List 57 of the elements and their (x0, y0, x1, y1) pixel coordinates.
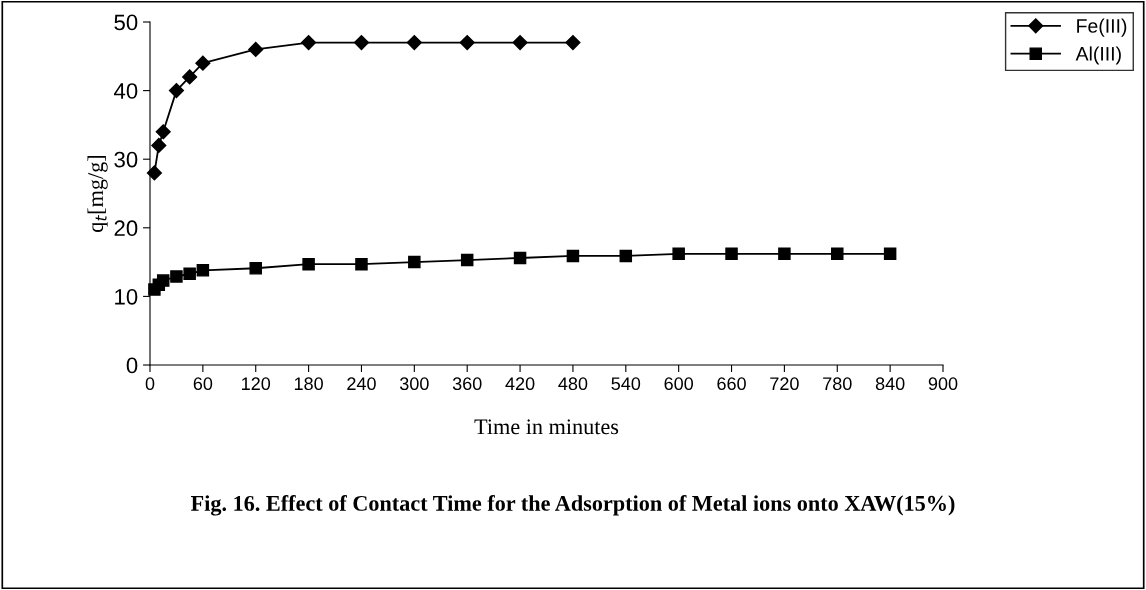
y-tick-label: 20 (114, 220, 138, 237)
point (170, 270, 183, 283)
x-tick-label: 660 (717, 377, 746, 391)
point (513, 251, 527, 265)
x-tick-label: 540 (611, 377, 641, 391)
x-tick-label: 480 (558, 377, 588, 391)
x-tick-label: 180 (294, 377, 323, 391)
x-tick-label: 720 (770, 377, 799, 391)
point (512, 35, 528, 51)
y-tick-label: 0 (126, 357, 138, 374)
text: Fig. 16. Effect of Contact Time for the Adsorption of Metal ions onto XAW(15%) (190, 495, 955, 516)
x-tick-label: 600 (664, 377, 694, 391)
point (355, 257, 368, 271)
point (725, 247, 738, 261)
point (248, 41, 264, 58)
point (249, 262, 262, 275)
point (168, 83, 185, 99)
point (301, 35, 317, 51)
x-tick-label: 120 (242, 377, 271, 391)
y-tick-label: 50 (114, 14, 138, 31)
point (778, 247, 791, 261)
point (155, 124, 171, 140)
point (408, 255, 421, 269)
legend-label: Al(III) (1075, 46, 1121, 65)
point (566, 249, 580, 263)
point (460, 253, 474, 267)
point (151, 137, 167, 154)
y-tick-label: 40 (113, 83, 138, 99)
point (672, 247, 685, 261)
x-axis-title: Time in minutes (474, 419, 619, 435)
y-tick-label: 10 (115, 288, 138, 305)
point (619, 249, 633, 263)
point (196, 264, 210, 277)
point (195, 55, 211, 71)
x-tick-label: 0 (145, 377, 155, 391)
x-tick-label: 840 (875, 377, 905, 391)
legend-label: Fe(III) (1077, 18, 1127, 37)
x-tick-label: 360 (452, 377, 482, 391)
point (883, 247, 897, 261)
point (183, 267, 196, 281)
x-tick-label: 300 (399, 377, 429, 391)
point (146, 165, 162, 181)
x-tick-label: 900 (928, 377, 958, 391)
y-axis-title: q$_{t}$[mg/g] (87, 155, 108, 233)
point (182, 69, 198, 85)
y-tick-label: 30 (114, 151, 138, 168)
point (353, 35, 370, 51)
point (156, 274, 170, 287)
x-tick-label: 240 (347, 377, 376, 391)
point (406, 35, 422, 51)
point (565, 35, 581, 51)
point (302, 257, 315, 271)
x-tick-label: 780 (823, 377, 852, 391)
point (831, 247, 844, 261)
point (459, 35, 475, 51)
x-tick-label: 420 (505, 377, 535, 391)
x-tick-label: 60 (193, 377, 213, 391)
